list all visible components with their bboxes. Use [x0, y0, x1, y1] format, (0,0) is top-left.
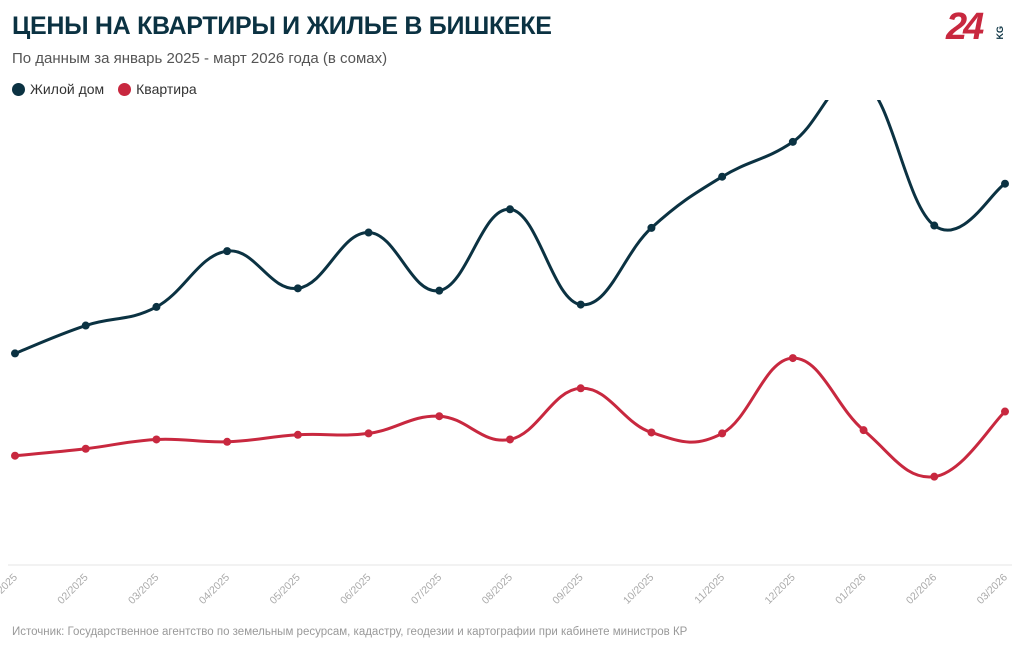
logo-24kg: 24 KG: [946, 6, 1006, 48]
x-tick-label: 08/2025: [480, 571, 515, 606]
x-tick-label: 01/2025: [0, 571, 20, 606]
x-tick-label: 01/2026: [833, 571, 868, 606]
legend-swatch-apartment: [118, 82, 132, 96]
x-tick-label: 02/2025: [55, 571, 90, 606]
data-point-0-3[interactable]: [223, 247, 232, 256]
series-line-1: [13, 356, 1007, 479]
legend-label-apartment: Квартира: [136, 81, 197, 97]
x-tick-label: 02/2026: [904, 571, 939, 606]
legend: Жилой дом Квартира: [12, 81, 197, 97]
series-layer: [11, 100, 1009, 481]
data-point-1-3[interactable]: [223, 437, 232, 446]
data-point-1-0[interactable]: [11, 451, 19, 460]
x-tick-label: 03/2025: [126, 571, 161, 606]
chart-title: ЦЕНЫ НА КВАРТИРЫ И ЖИЛЬЕ В БИШКЕКЕ: [12, 12, 552, 40]
data-point-0-4[interactable]: [293, 284, 302, 293]
data-point-1-10[interactable]: [718, 429, 727, 438]
legend-item-house[interactable]: Жилой дом: [12, 81, 104, 97]
x-tick-label: 11/2025: [692, 571, 727, 606]
data-point-0-5[interactable]: [364, 228, 373, 237]
data-point-1-4[interactable]: [293, 430, 302, 439]
data-point-1-7[interactable]: [506, 435, 514, 444]
data-point-1-12[interactable]: [859, 426, 868, 435]
data-point-0-9[interactable]: [647, 223, 656, 232]
series-line-0: [13, 100, 1007, 355]
x-tick-label: 07/2025: [409, 571, 444, 606]
data-point-1-5[interactable]: [364, 429, 373, 438]
x-tick-label: 09/2025: [550, 571, 585, 606]
data-point-0-6[interactable]: [435, 286, 444, 295]
data-point-1-6[interactable]: [435, 412, 444, 421]
chart-subtitle: По данным за январь 2025 - март 2026 год…: [12, 50, 388, 67]
data-point-1-1[interactable]: [81, 444, 90, 453]
x-tick-label: 06/2025: [338, 571, 373, 606]
data-point-0-2[interactable]: [152, 302, 161, 311]
logo-suffix: KG: [995, 26, 1005, 40]
data-point-1-9[interactable]: [647, 428, 656, 437]
data-point-0-10[interactable]: [718, 172, 727, 181]
line-chart: 01/2025 02/2025 03/2025 04/2025 05/2025 06/20…: [0, 100, 1012, 607]
x-tick-label: 04/2025: [197, 571, 232, 606]
source-note: Источник: Государственное агентство по з…: [12, 626, 688, 638]
x-tick-label: 12/2025: [762, 571, 797, 606]
legend-label-house: Жилой дом: [30, 81, 105, 97]
x-tick-label: 10/2025: [621, 571, 656, 606]
data-point-0-8[interactable]: [576, 300, 585, 309]
data-point-0-14[interactable]: [1001, 179, 1009, 188]
logo-number: 24: [946, 6, 984, 48]
legend-swatch-house: [12, 82, 25, 96]
data-point-0-11[interactable]: [788, 137, 797, 146]
data-point-0-0[interactable]: [11, 349, 19, 358]
data-point-1-8[interactable]: [576, 384, 585, 393]
data-point-1-2[interactable]: [152, 435, 161, 444]
data-point-0-13[interactable]: [930, 221, 939, 230]
data-point-0-1[interactable]: [81, 321, 90, 330]
data-point-1-11[interactable]: [788, 354, 797, 363]
data-point-0-7[interactable]: [506, 205, 514, 214]
legend-item-apartment[interactable]: Квартира: [118, 81, 197, 97]
data-point-1-14[interactable]: [1001, 407, 1009, 416]
x-tick-label: 03/2026: [975, 571, 1010, 606]
x-tick-layer: 01/2025 02/2025 03/2025 04/2025 05/2025 06/20…: [0, 571, 1010, 606]
x-tick-label: 05/2025: [267, 571, 302, 606]
data-point-1-13[interactable]: [930, 472, 939, 481]
